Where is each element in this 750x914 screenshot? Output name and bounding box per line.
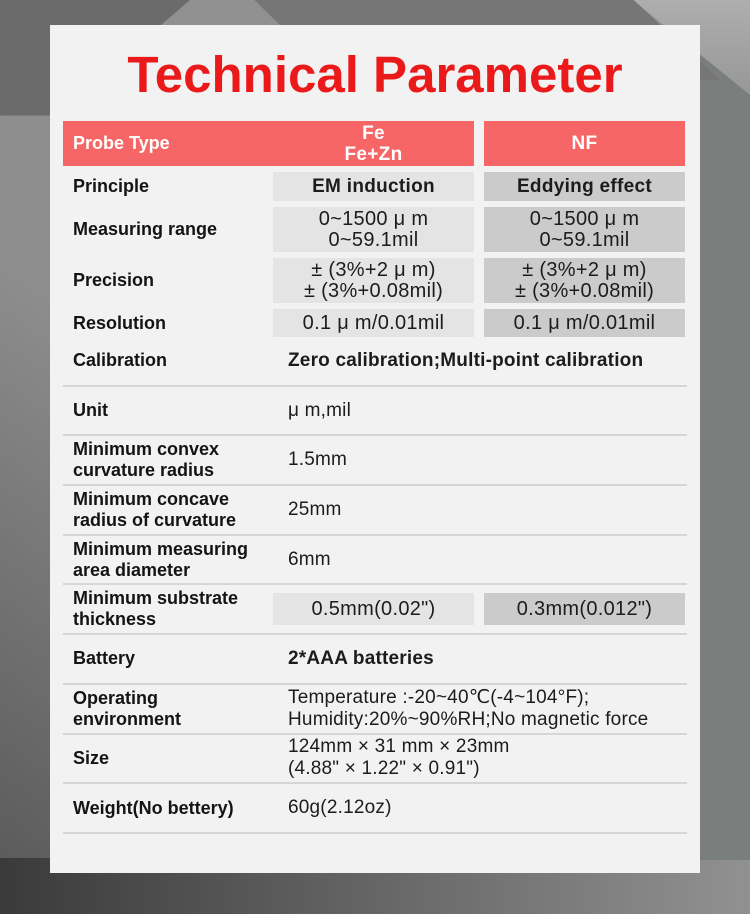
cell-text: 0.1 μ m/0.01mil <box>302 311 445 334</box>
table-row-principle: Principle EM induction Eddying effect <box>63 172 687 201</box>
cell-text: ± (3%+0.08mil) <box>514 279 655 302</box>
cell-nf: ± (3%+2 μ m) ± (3%+0.08mil) <box>484 258 685 303</box>
header-fe: Fe Fe+Zn <box>273 121 474 166</box>
row-value: Temperature :-20~40℃(-4~104°F); Humidity… <box>288 687 648 731</box>
label-line: curvature radius <box>73 460 215 481</box>
cell-text: 0~59.1mil <box>539 228 630 251</box>
background-right-strip <box>697 0 750 860</box>
header-probe-type: Probe Type <box>63 121 273 166</box>
spec-card: Technical Parameter Probe Type Fe Fe+Zn … <box>50 25 700 873</box>
table-header-row: Probe Type Fe Fe+Zn NF <box>63 121 687 166</box>
header-fe-line1: Fe <box>362 122 385 144</box>
table-row-resolution: Resolution 0.1 μ m/0.01mil 0.1 μ m/0.01m… <box>63 309 687 337</box>
table-row-size: Size 124mm × 31 mm × 23mm (4.88" × 1.22"… <box>63 735 687 785</box>
row-value: 60g(2.12oz) <box>288 797 392 819</box>
row-label: Principle <box>73 176 150 196</box>
table-row-precision: Precision ± (3%+2 μ m) ± (3%+0.08mil) ± … <box>63 258 687 303</box>
spec-table: Probe Type Fe Fe+Zn NF Principle EM indu… <box>63 121 687 834</box>
label-line: environment <box>73 708 182 729</box>
table-row-battery: Battery 2*AAA batteries <box>63 635 687 685</box>
row-label: Resolution <box>73 312 166 333</box>
label-line: Minimum concave <box>73 488 230 509</box>
label-line: thickness <box>73 609 157 630</box>
row-label: Minimum convex curvature radius <box>63 439 288 481</box>
label-line: Operating <box>73 687 159 708</box>
cell-fe: ± (3%+2 μ m) ± (3%+0.08mil) <box>273 258 474 303</box>
label-line: Minimum measuring <box>73 538 249 559</box>
row-label: Unit <box>73 400 108 421</box>
cell-text: Eddying effect <box>516 176 653 197</box>
cell-nf: 0.1 μ m/0.01mil <box>484 309 685 337</box>
cell-text: 0~59.1mil <box>328 228 419 251</box>
row-label: Minimum substrate thickness <box>63 588 273 630</box>
row-value: μ m,mil <box>288 399 352 421</box>
cell-nf: Eddying effect <box>484 172 685 201</box>
row-value: 25mm <box>288 498 342 520</box>
table-row-weight: Weight(No bettery) 60g(2.12oz) <box>63 784 687 834</box>
row-value: 6mm <box>288 548 331 570</box>
table-row-unit: Unit μ m,mil <box>63 387 687 437</box>
cell-nf: 0.3mm(0.012") <box>484 593 685 626</box>
table-row-min-substrate-thickness: Minimum substrate thickness 0.5mm(0.02")… <box>63 585 687 636</box>
header-nf-label: NF <box>571 133 598 154</box>
table-row-min-convex-radius: Minimum convex curvature radius 1.5mm <box>63 436 687 487</box>
table-row-calibration: Calibration Zero calibration;Multi-point… <box>63 337 687 387</box>
value-line: Humidity:20%~90%RH;No magnetic force <box>288 708 649 730</box>
row-label: Precision <box>73 270 155 290</box>
row-label: Size <box>73 747 110 768</box>
header-nf: NF <box>484 121 685 166</box>
cell-text: 0.1 μ m/0.01mil <box>513 311 656 334</box>
label-line: area diameter <box>73 559 191 580</box>
label-line: Minimum convex <box>73 439 220 460</box>
table-row-measuring-range: Measuring range 0~1500 μ m 0~59.1mil 0~1… <box>63 207 687 252</box>
table-row-min-concave-radius: Minimum concave radius of curvature 25mm <box>63 486 687 536</box>
cell-text: 0.5mm(0.02") <box>311 597 436 620</box>
cell-nf: 0~1500 μ m 0~59.1mil <box>484 207 685 252</box>
cell-text: ± (3%+2 μ m) <box>522 258 647 281</box>
row-label: Minimum measuring area diameter <box>63 539 288 581</box>
row-label: Minimum concave radius of curvature <box>63 489 288 531</box>
header-fe-line2: Fe+Zn <box>344 143 403 165</box>
row-value: Zero calibration;Multi-point calibration <box>288 349 644 371</box>
cell-text: 0.3mm(0.012") <box>516 597 653 620</box>
cell-fe: 0~1500 μ m 0~59.1mil <box>273 207 474 252</box>
row-label: Weight(No bettery) <box>73 797 234 818</box>
cell-fe: 0.5mm(0.02") <box>273 593 474 626</box>
cell-text: ± (3%+0.08mil) <box>303 279 444 302</box>
cell-fe: 0.1 μ m/0.01mil <box>273 309 474 337</box>
cell-text: 0~1500 μ m <box>529 207 640 230</box>
row-value: 124mm × 31 mm × 23mm (4.88" × 1.22" × 0.… <box>288 736 510 780</box>
value-line: 124mm × 31 mm × 23mm <box>288 736 510 758</box>
table-row-operating-environment: Operating environment Temperature :-20~4… <box>63 685 687 735</box>
label-line: radius of curvature <box>73 509 237 530</box>
cell-text: EM induction <box>312 176 435 197</box>
page-title: Technical Parameter <box>127 46 623 103</box>
row-label: Measuring range <box>73 219 218 239</box>
row-value: 2*AAA batteries <box>288 647 434 669</box>
row-value: 1.5mm <box>288 449 348 471</box>
value-line: Temperature :-20~40℃(-4~104°F); <box>288 686 590 708</box>
row-label: Battery <box>73 648 136 669</box>
cell-text: ± (3%+2 μ m) <box>311 258 436 281</box>
row-label: Operating environment <box>63 688 288 730</box>
table-row-min-measuring-area: Minimum measuring area diameter 6mm <box>63 536 687 586</box>
row-label: Calibration <box>73 350 168 371</box>
value-line: (4.88" × 1.22" × 0.91") <box>288 758 480 780</box>
label-line: Minimum substrate <box>73 588 239 609</box>
cell-fe: EM induction <box>273 172 474 201</box>
cell-text: 0~1500 μ m <box>318 207 429 230</box>
